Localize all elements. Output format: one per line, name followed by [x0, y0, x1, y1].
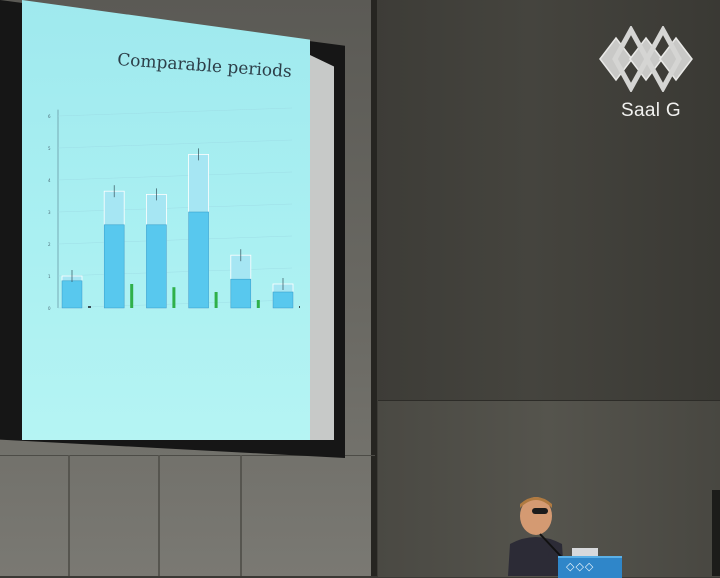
bar-lower	[146, 224, 167, 309]
gridline	[57, 107, 293, 117]
y-tick-label: 4	[48, 178, 51, 183]
wall-panel-seam	[158, 455, 160, 576]
bar-secondary	[130, 284, 134, 308]
y-tick-label: 1	[48, 274, 51, 279]
bar-secondary	[214, 292, 218, 308]
bar-secondary	[299, 306, 300, 308]
dark-edge	[712, 490, 720, 576]
gridline	[57, 267, 293, 277]
bar-lower	[61, 280, 83, 309]
y-tick-label: 0	[48, 306, 51, 311]
bar-lower	[230, 278, 252, 309]
bar-secondary	[88, 306, 91, 308]
projection-screen-border	[310, 55, 334, 440]
logo-mark	[599, 26, 693, 92]
gridline	[57, 139, 293, 149]
bar-lower	[272, 291, 294, 309]
bar-lower	[103, 224, 125, 309]
laptop	[572, 548, 598, 558]
conference-logo	[599, 26, 693, 92]
lectern-logo-icon: ◇◇◇	[566, 560, 595, 573]
wall-seam	[371, 0, 377, 576]
lectern	[558, 556, 622, 578]
y-tick-label: 5	[48, 146, 51, 151]
gridline	[57, 171, 293, 181]
gridline	[57, 235, 293, 245]
wall-panel-seam	[240, 455, 242, 576]
gridline	[57, 203, 293, 213]
bar-secondary	[256, 300, 260, 308]
y-tick-label: 2	[48, 242, 51, 247]
slide-bar-chart: 0 1 2 3 4 5 6	[48, 107, 300, 311]
wall-panel-line	[0, 455, 375, 456]
room-label: Saal G	[621, 100, 681, 121]
wall-panel-seam	[68, 455, 70, 576]
bar-lower	[188, 211, 209, 309]
bar-secondary	[172, 287, 176, 308]
y-tick-label: 3	[48, 210, 51, 215]
y-tick-label: 6	[48, 114, 51, 119]
